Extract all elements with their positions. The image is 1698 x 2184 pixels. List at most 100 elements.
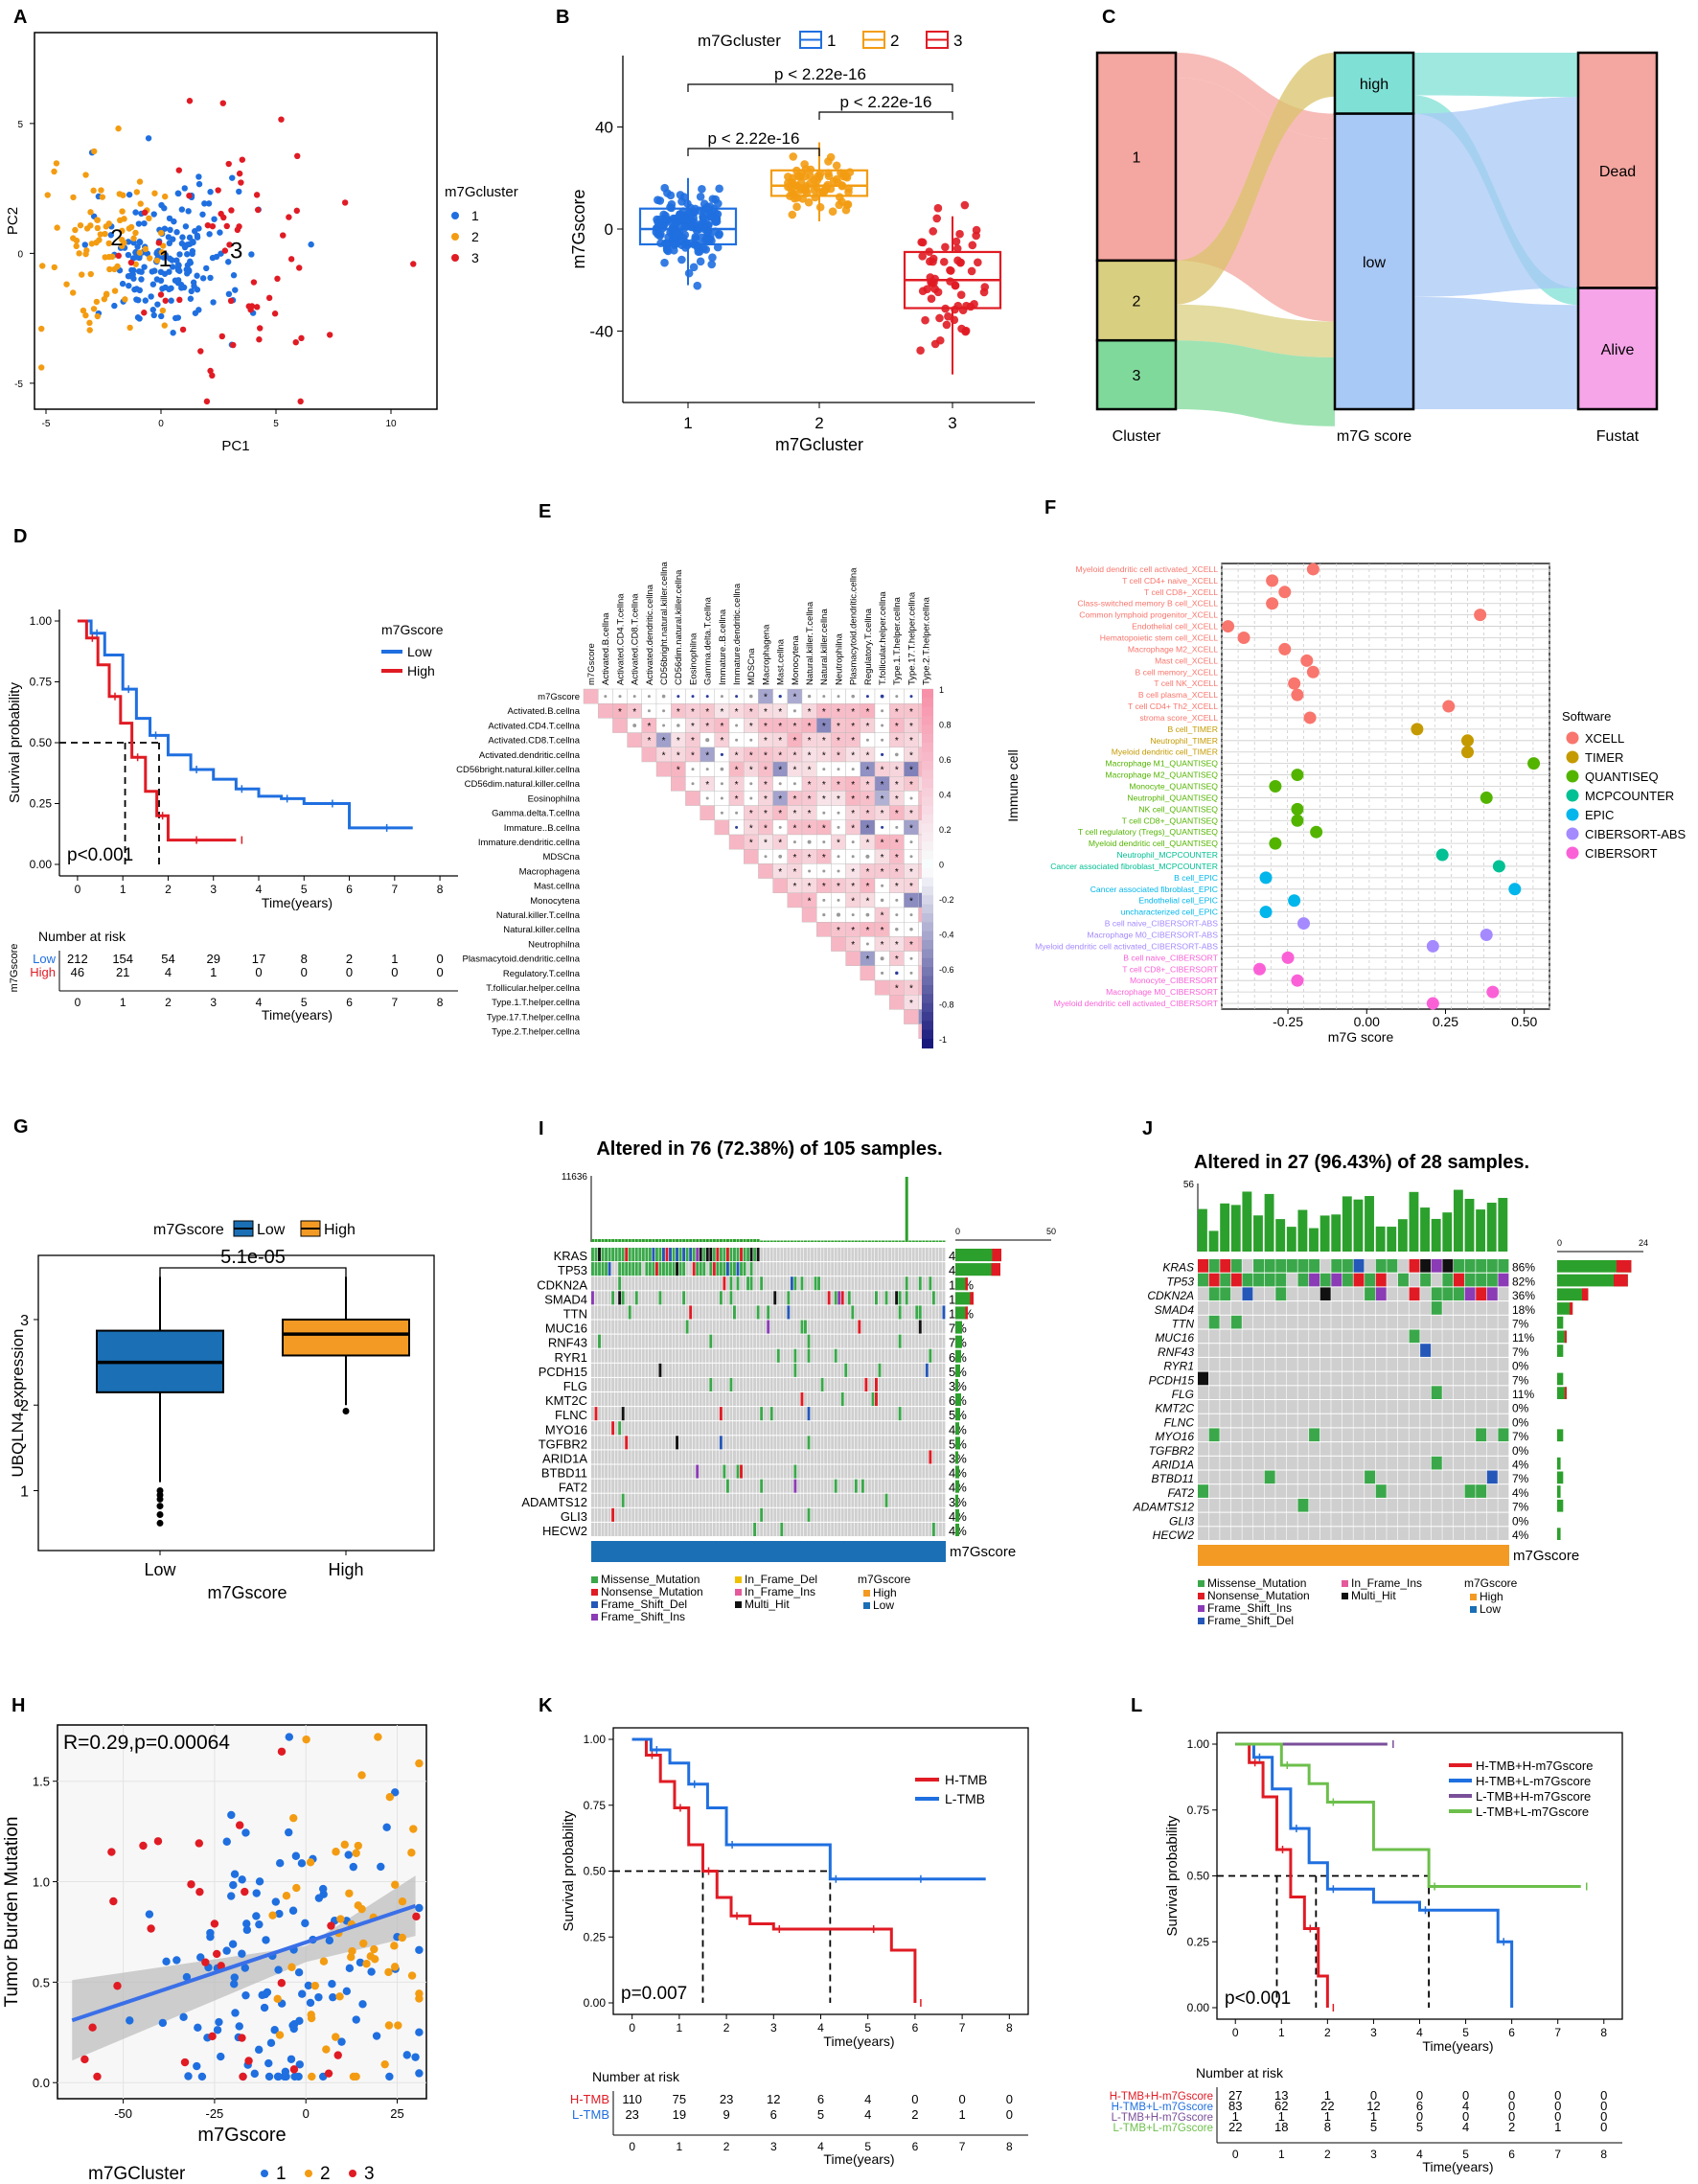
mutation-cell [702, 1479, 706, 1493]
mutation-cell [867, 1305, 871, 1320]
mutation-cell [1309, 1371, 1320, 1386]
mutation-cell [652, 1363, 655, 1377]
mutation-cell [796, 1334, 800, 1348]
mutation-cell [662, 1377, 665, 1391]
gene-percent: 0% [1512, 1514, 1529, 1528]
y-axis-label: m7Gscore [569, 189, 588, 268]
mutation-cell [1297, 1498, 1309, 1512]
mutation-cell [1464, 1470, 1476, 1484]
mutation-cell [800, 1248, 804, 1262]
row-label: CD56bright.natural.killer.cellna [456, 765, 581, 775]
mutation-cell [895, 1276, 899, 1291]
mutation-cell [634, 1377, 638, 1391]
cell-label: stroma score_XCELL [1139, 713, 1218, 723]
row-label: Macrophagena [519, 866, 581, 877]
tmb-bar [882, 1240, 885, 1242]
mutation-cell [811, 1479, 814, 1493]
significance-star: * [909, 867, 913, 878]
cell-label: B cell_EPIC [1174, 873, 1218, 883]
mutation-cell [844, 1507, 848, 1522]
mutation-cell [648, 1479, 652, 1493]
mutation-cell [611, 1450, 615, 1464]
y-axis-label: Immune cell [1005, 749, 1021, 821]
mutation-cell [851, 1407, 855, 1421]
mutation-cell [1409, 1484, 1420, 1498]
cell-label: T cell CD8+_QUANTISEQ [1122, 816, 1219, 825]
mutation-cell [725, 1348, 729, 1363]
mutation-cell [601, 1248, 605, 1262]
point-cluster-1 [174, 190, 182, 196]
cell-point [1492, 860, 1505, 873]
mutation-cell [864, 1507, 868, 1522]
significance-star: * [677, 750, 680, 761]
mutation-cell [625, 1305, 629, 1320]
mutation-cell [1264, 1344, 1275, 1357]
mutation-cell [658, 1320, 662, 1334]
mutation-cell [902, 1320, 906, 1334]
mutation-cell [847, 1363, 851, 1377]
mutation-cell [902, 1262, 906, 1276]
mutation-cell [1286, 1315, 1297, 1329]
correlation-dot [778, 854, 783, 859]
mutation-cell [1375, 1259, 1387, 1273]
mutation-cell [753, 1248, 757, 1262]
mutation-cell [743, 1479, 746, 1493]
mutation-cell [1309, 1442, 1320, 1456]
significance-star: * [778, 736, 782, 747]
correlation-dot [647, 709, 651, 713]
mutation-cell [645, 1493, 649, 1507]
mutation-cell [645, 1363, 649, 1377]
panel-label-f: F [1044, 497, 1056, 518]
row-label: Immature..B.cellna [504, 823, 581, 834]
mutation-cell [1275, 1273, 1287, 1287]
tmb-bar [625, 1239, 629, 1242]
mutation-cell [840, 1522, 844, 1536]
mutation-cell [824, 1507, 828, 1522]
mutation-cell [902, 1522, 906, 1536]
tmb-bar [773, 1240, 777, 1242]
mutation-cell [662, 1334, 665, 1348]
tmb-bar [911, 1240, 915, 1242]
mutation-cell [665, 1392, 669, 1407]
mutation-cell [665, 1348, 669, 1363]
mutation-cell [1331, 1442, 1342, 1456]
cell-label: Endothelial cell_XCELL [1132, 622, 1218, 632]
mutation-cell [824, 1363, 828, 1377]
mutation-cell [760, 1407, 764, 1421]
mutation-cell [685, 1276, 689, 1291]
mutation-cell [875, 1305, 878, 1320]
mutation-cell [783, 1276, 787, 1291]
tmb-bar [891, 1240, 895, 1242]
gene-label: TGFBR2 [1149, 1444, 1195, 1458]
mutation-cell [807, 1436, 811, 1450]
mutation-cell [898, 1348, 902, 1363]
mutation-cell [1397, 1456, 1409, 1470]
gene-label: PCDH15 [1149, 1373, 1195, 1387]
mutation-cell [719, 1493, 723, 1507]
mutation-cell [594, 1450, 598, 1464]
tmb-bar [776, 1240, 780, 1242]
mutation-cell [1319, 1484, 1331, 1498]
mutation-cell [800, 1479, 804, 1493]
mutation-cell [938, 1334, 942, 1348]
mutation-cell [1264, 1386, 1275, 1399]
mutation-cell [598, 1276, 601, 1291]
group-legend-key [863, 1602, 870, 1609]
mutation-cell [736, 1291, 740, 1305]
point-cluster-3 [324, 2069, 333, 2078]
mutation-cell [891, 1522, 895, 1536]
mutation-cell [652, 1276, 655, 1291]
mutation-cell [1319, 1400, 1331, 1414]
mutation-cell [645, 1305, 649, 1320]
mutation-cell [638, 1450, 642, 1464]
mutation-cell [858, 1276, 861, 1291]
mutation-cell [1387, 1259, 1398, 1273]
tmb-bar [817, 1240, 821, 1242]
mutation-cell [858, 1334, 861, 1348]
mutation-cell [716, 1392, 720, 1407]
mutation-cell [618, 1334, 622, 1348]
point-cluster-1 [271, 1897, 281, 1906]
risk-table-title: Number at risk [38, 929, 126, 944]
correlation-dot [865, 738, 869, 742]
mutation-cell [780, 1363, 784, 1377]
